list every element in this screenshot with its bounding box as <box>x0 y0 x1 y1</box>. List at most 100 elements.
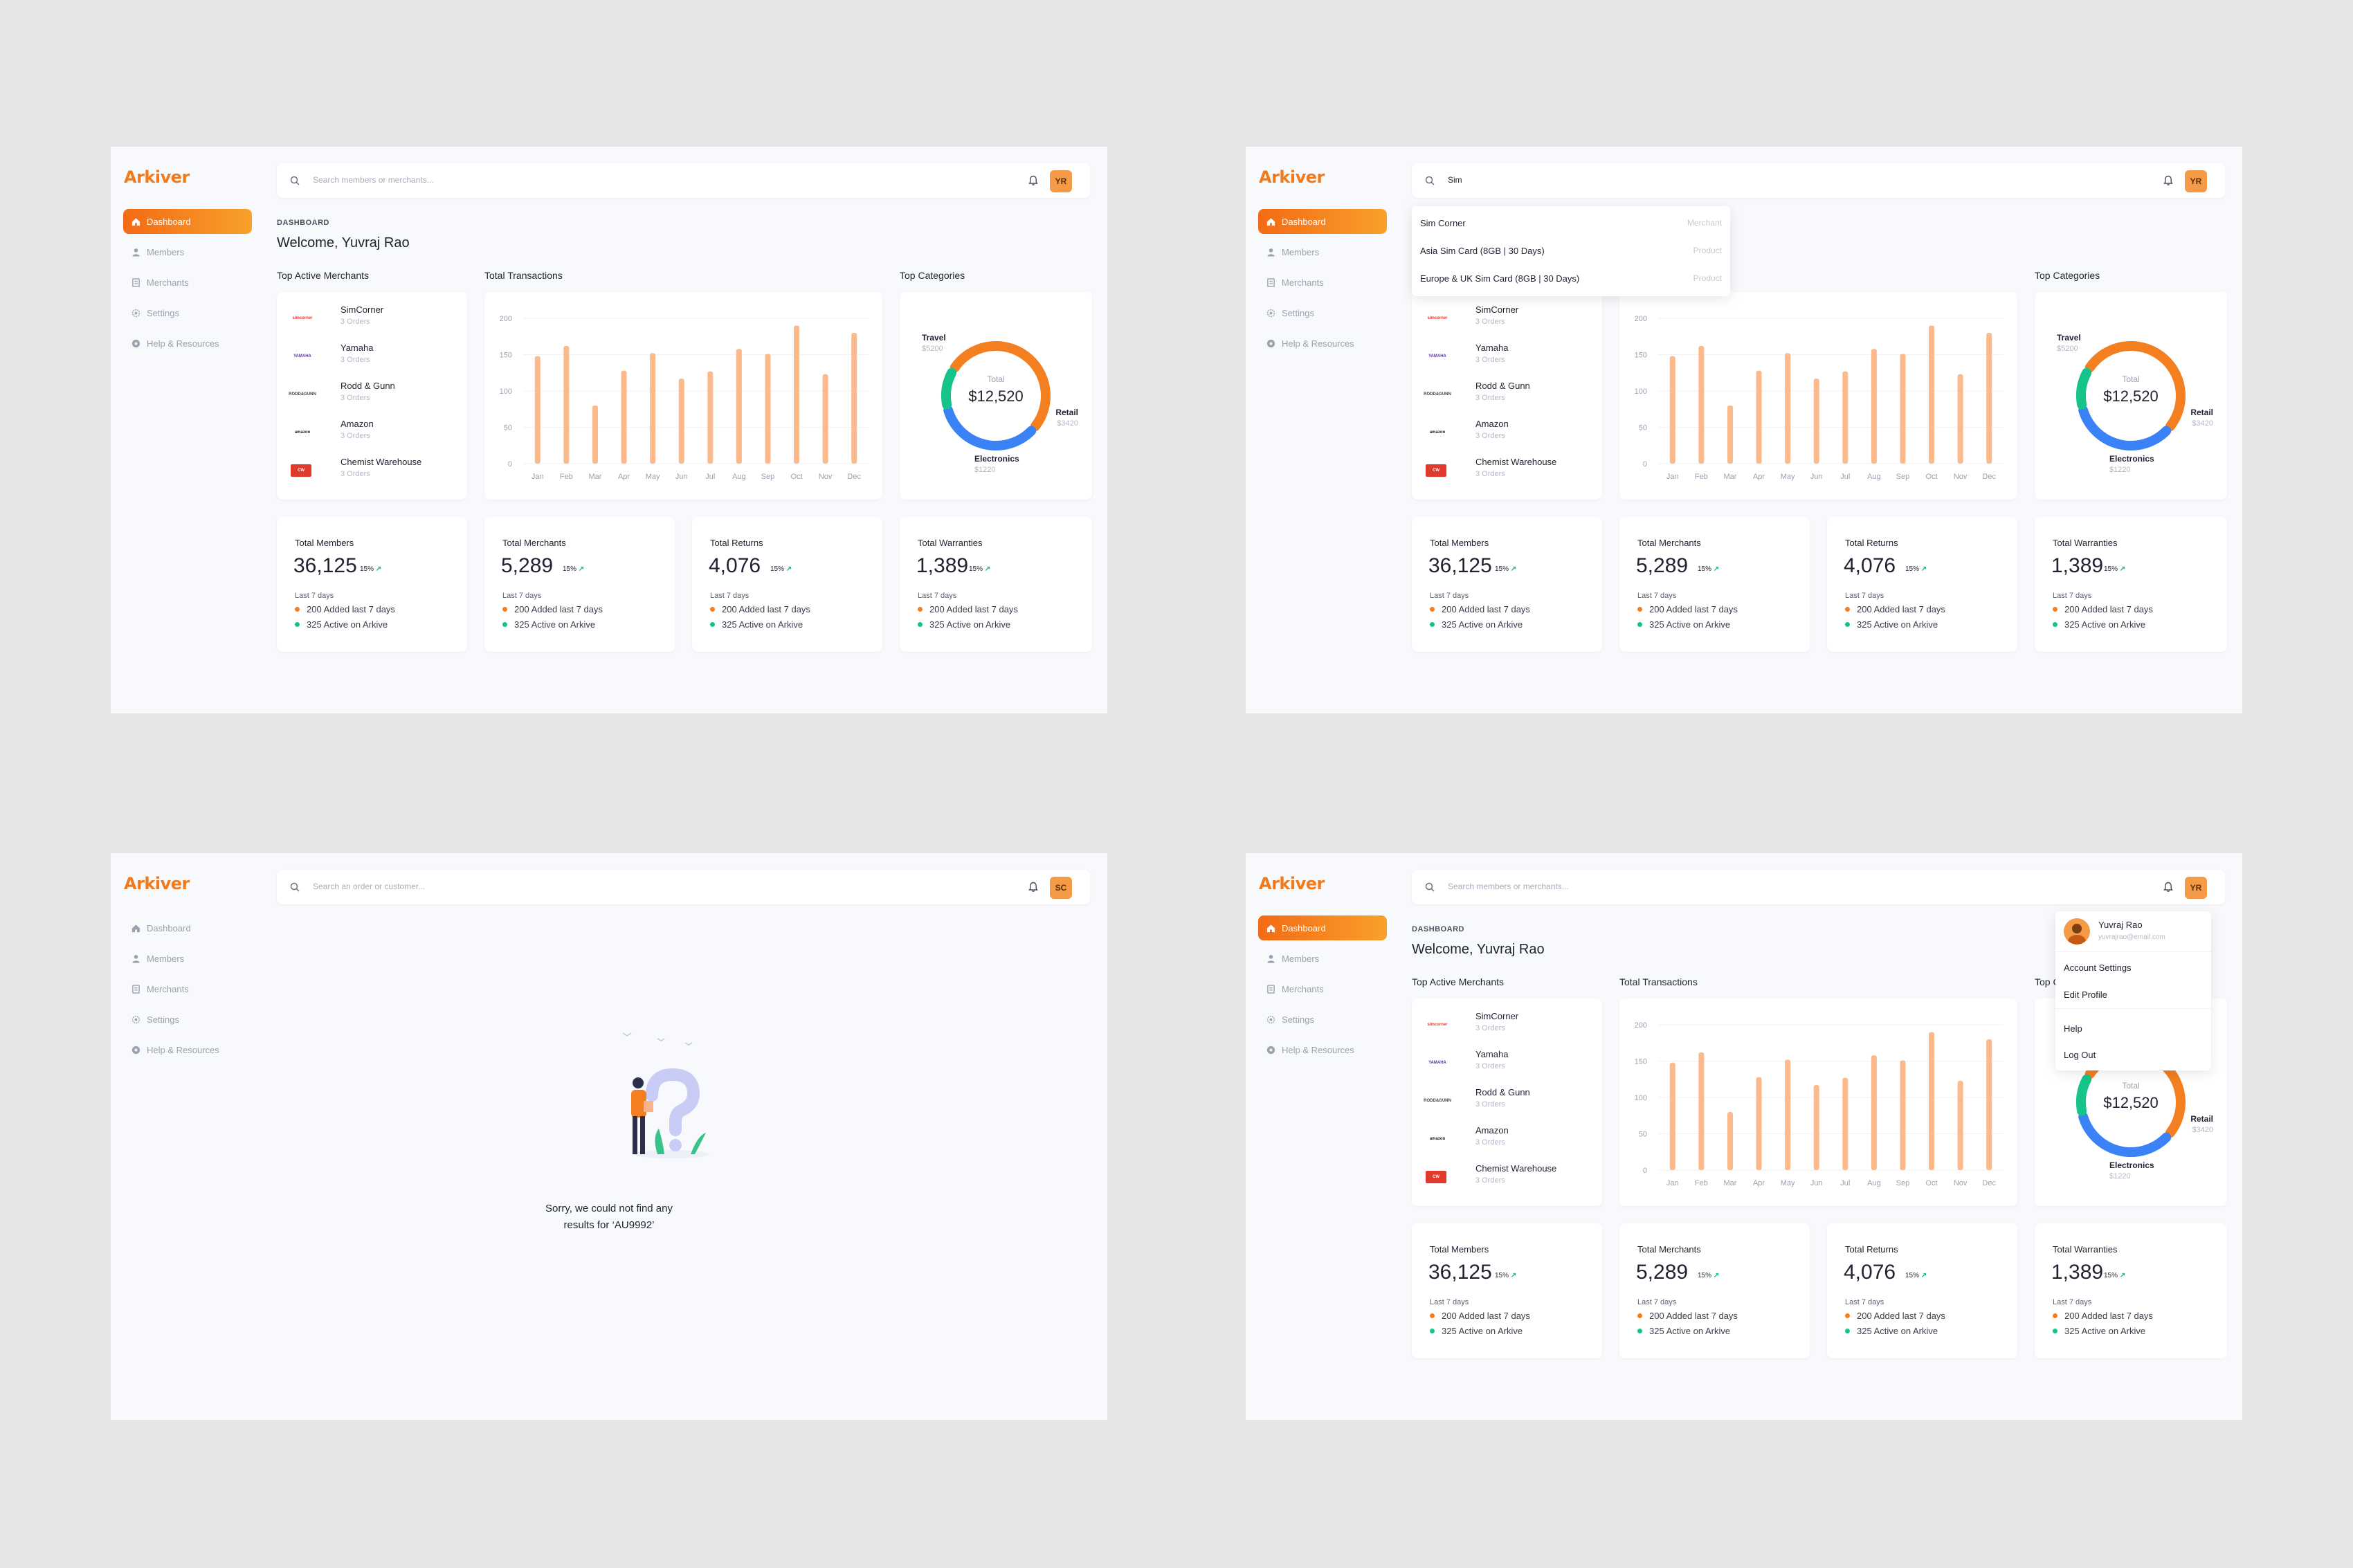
merchant-name: Rodd & Gunn <box>340 381 395 391</box>
merchant-logo: CW <box>1426 464 1446 477</box>
y-tick-label: 150 <box>500 352 512 360</box>
app-logo[interactable]: Arkiver <box>1259 874 1325 893</box>
stat-added: 200 Added last 7 days <box>722 604 810 614</box>
y-tick-label: 100 <box>500 388 512 396</box>
nav-dashboard[interactable]: Dashboard <box>123 209 252 234</box>
merchant-item[interactable]: simcorner SimCorner 3 Orders <box>291 304 457 339</box>
merchant-item[interactable]: RODD&GUNN Rodd & Gunn 3 Orders <box>289 381 457 415</box>
stat-added: 200 Added last 7 days <box>1442 604 1530 614</box>
search-result-item[interactable]: Asia Sim Card (8GB | 30 Days) Product <box>1420 237 1722 264</box>
nav-help[interactable]: Help & Resources <box>123 331 252 356</box>
merchant-item[interactable]: CW Chemist Warehouse 3 Orders <box>1426 457 1592 491</box>
nav-members[interactable]: Members <box>123 946 252 971</box>
merchant-orders: 3 Orders <box>340 432 370 440</box>
stat-active: 325 Active on Arkive <box>929 619 1011 630</box>
search-result-item[interactable]: Sim Corner Merchant <box>1420 209 1722 237</box>
search-input[interactable]: Search members or merchants... <box>1448 882 1569 891</box>
merchant-item[interactable]: amazon Amazon 3 Orders <box>1426 1125 1592 1160</box>
nav-members[interactable]: Members <box>1258 239 1387 264</box>
gear-icon <box>1266 309 1275 317</box>
stat-card-merchants: Total Merchants 5,289 15% ↗ Last 7 days … <box>1619 1223 1810 1358</box>
legend-name: Retail <box>1055 408 1078 417</box>
merchant-item[interactable]: CW Chemist Warehouse 3 Orders <box>291 457 457 491</box>
y-tick-label: 50 <box>1639 424 1647 432</box>
orange-dot-icon <box>710 607 715 612</box>
sidebar: Dashboard Members Merchants Settings Hel… <box>123 915 252 1068</box>
stat-active: 325 Active on Arkive <box>1442 619 1523 630</box>
categories-title: Top Categories <box>900 270 965 281</box>
nav-merchants[interactable]: Merchants <box>123 270 252 295</box>
user-avatar[interactable]: YR <box>1050 170 1072 192</box>
donut-slice <box>941 367 957 410</box>
green-dot-icon <box>1637 1329 1642 1333</box>
categories-card: Total $12,520 Travel $5200 Retail $3420 Electr… <box>900 292 1092 500</box>
nav-settings[interactable]: Settings <box>123 300 252 325</box>
nav-label: Members <box>147 953 185 964</box>
merchant-item[interactable]: CW Chemist Warehouse 3 Orders <box>1426 1163 1592 1198</box>
merchant-item[interactable]: amazon Amazon 3 Orders <box>291 419 457 453</box>
app-logo[interactable]: Arkiver <box>1259 167 1325 187</box>
merchant-orders: 3 Orders <box>1475 1100 1505 1109</box>
bell-icon[interactable] <box>2163 175 2174 186</box>
help-item[interactable]: Help <box>2064 1023 2082 1034</box>
nav-members[interactable]: Members <box>1258 946 1387 971</box>
nav-settings[interactable]: Settings <box>1258 300 1387 325</box>
app-logo[interactable]: Arkiver <box>124 874 190 893</box>
nav-dashboard[interactable]: Dashboard <box>1258 209 1387 234</box>
merchant-name: Yamaha <box>340 343 374 353</box>
x-tick-label: Aug <box>1867 1179 1881 1187</box>
x-tick-label: Jul <box>705 473 715 481</box>
search-input[interactable]: Sim <box>1448 175 1462 185</box>
home-icon <box>131 217 140 226</box>
breadcrumb: DASHBOARD <box>277 219 329 227</box>
stat-change: 15% ↗ <box>2104 1272 2125 1279</box>
merchant-item[interactable]: RODD&GUNN Rodd & Gunn 3 Orders <box>1424 1087 1592 1122</box>
nav-label: Help & Resources <box>1282 338 1354 349</box>
search-icon <box>1425 882 1435 892</box>
merchant-item[interactable]: YAMAHA Yamaha 3 Orders <box>291 343 457 377</box>
bar <box>678 379 684 464</box>
nav-help[interactable]: Help & Resources <box>123 1037 252 1062</box>
user-avatar[interactable]: YR <box>2185 170 2207 192</box>
search-result-item[interactable]: Europe & UK Sim Card (8GB | 30 Days) Prod… <box>1420 264 1722 292</box>
merchant-orders: 3 Orders <box>340 356 370 364</box>
user-avatar[interactable]: SC <box>1050 877 1072 899</box>
bell-icon[interactable] <box>1028 175 1039 186</box>
nav-help[interactable]: Help & Resources <box>1258 1037 1387 1062</box>
stat-percent: 15% <box>969 565 983 573</box>
merchant-item[interactable]: YAMAHA Yamaha 3 Orders <box>1426 1049 1592 1084</box>
merchant-item[interactable]: simcorner SimCorner 3 Orders <box>1426 304 1592 339</box>
log-out-item[interactable]: Log Out <box>2064 1050 2096 1060</box>
bell-icon[interactable] <box>2163 882 2174 893</box>
stat-title: Total Warranties <box>2053 538 2118 548</box>
transactions-title: Total Transactions <box>1619 976 1698 987</box>
y-tick-label: 200 <box>500 315 512 323</box>
search-input[interactable]: Search members or merchants... <box>313 175 434 185</box>
merchant-item[interactable]: RODD&GUNN Rodd & Gunn 3 Orders <box>1424 381 1592 415</box>
edit-profile-item[interactable]: Edit Profile <box>2064 990 2107 1000</box>
merchant-item[interactable]: YAMAHA Yamaha 3 Orders <box>1426 343 1592 377</box>
profile-name: Yuvraj Rao <box>2098 920 2143 930</box>
nav-merchants[interactable]: Merchants <box>123 976 252 1001</box>
merchant-logo: CW <box>291 464 311 477</box>
top-bar: Search members or merchants... YR <box>1412 870 2225 904</box>
nav-merchants[interactable]: Merchants <box>1258 270 1387 295</box>
nav-dashboard[interactable]: Dashboard <box>1258 915 1387 940</box>
nav-settings[interactable]: Settings <box>123 1007 252 1032</box>
nav-members[interactable]: Members <box>123 239 252 264</box>
bell-icon[interactable] <box>1028 882 1039 893</box>
green-dot-icon <box>1430 1329 1435 1333</box>
app-logo[interactable]: Arkiver <box>124 167 190 187</box>
result-name: Europe & UK Sim Card (8GB | 30 Days) <box>1420 273 1580 284</box>
user-avatar[interactable]: YR <box>2185 877 2207 899</box>
nav-settings[interactable]: Settings <box>1258 1007 1387 1032</box>
nav-dashboard[interactable]: Dashboard <box>123 915 252 940</box>
nav-merchants[interactable]: Merchants <box>1258 976 1387 1001</box>
account-settings-item[interactable]: Account Settings <box>2064 963 2132 973</box>
merchant-item[interactable]: simcorner SimCorner 3 Orders <box>1426 1011 1592 1046</box>
search-input[interactable]: Search an order or customer... <box>313 882 426 891</box>
merchant-item[interactable]: amazon Amazon 3 Orders <box>1426 419 1592 453</box>
nav-help[interactable]: Help & Resources <box>1258 331 1387 356</box>
stat-added-row: 200 Added last 7 days <box>918 604 1018 614</box>
green-dot-icon <box>1845 622 1850 627</box>
